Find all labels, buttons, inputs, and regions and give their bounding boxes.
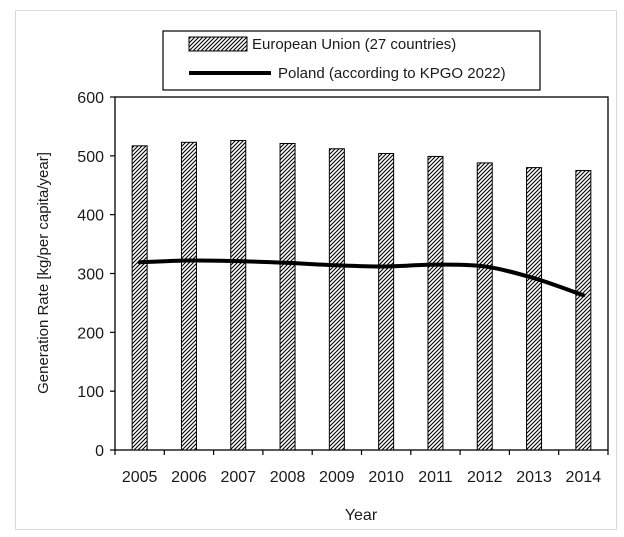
y-axis-label: Generation Rate [kg/per capita/year] xyxy=(35,152,52,394)
bar-eu-2009 xyxy=(328,148,345,451)
y-tick-label: 200 xyxy=(77,325,104,342)
bar-eu-2006 xyxy=(180,141,197,451)
y-tick-label: 600 xyxy=(77,90,104,107)
bar-eu-2011 xyxy=(427,155,444,451)
legend-swatch-eu xyxy=(188,36,248,52)
y-tick-label: 400 xyxy=(77,208,104,225)
y-axis: 0 100 200 300 400 500 600 xyxy=(77,90,115,460)
y-tick-label: 300 xyxy=(77,267,104,284)
x-tick-label: 2005 xyxy=(122,469,158,486)
bar-eu-2005 xyxy=(131,145,148,451)
bar-eu-2007 xyxy=(230,140,247,451)
x-tick-label: 2011 xyxy=(418,469,453,486)
bar-eu-2008 xyxy=(279,142,296,451)
x-tick-label: 2012 xyxy=(467,469,503,486)
bar-series xyxy=(131,140,592,451)
bar-eu-2013 xyxy=(526,167,543,451)
x-axis: 2005 2006 2007 2008 2009 2010 2011 2012 2013 2014 xyxy=(114,450,609,486)
x-tick-label: 2010 xyxy=(368,469,404,486)
bar-eu-2014 xyxy=(575,170,592,451)
x-tick-label: 2013 xyxy=(516,469,552,486)
y-tick-label: 100 xyxy=(77,384,104,401)
x-tick-label: 2009 xyxy=(319,469,355,486)
bar-eu-2010 xyxy=(378,152,395,451)
x-axis-label: Year xyxy=(345,507,378,524)
y-tick-label: 500 xyxy=(77,149,104,166)
bar-eu-2012 xyxy=(476,162,493,451)
x-tick-label: 2006 xyxy=(171,469,207,486)
y-tick-label: 0 xyxy=(95,443,104,460)
line-poland xyxy=(137,258,586,298)
legend-label-eu: European Union (27 countries) xyxy=(252,36,456,53)
x-tick-label: 2014 xyxy=(566,469,602,486)
line-series xyxy=(137,258,586,298)
x-tick-label: 2008 xyxy=(270,469,306,486)
legend: European Union (27 countries) Poland (ac… xyxy=(162,30,541,91)
legend-label-poland: Poland (according to KPGO 2022) xyxy=(278,65,506,82)
x-tick-label: 2007 xyxy=(220,469,256,486)
